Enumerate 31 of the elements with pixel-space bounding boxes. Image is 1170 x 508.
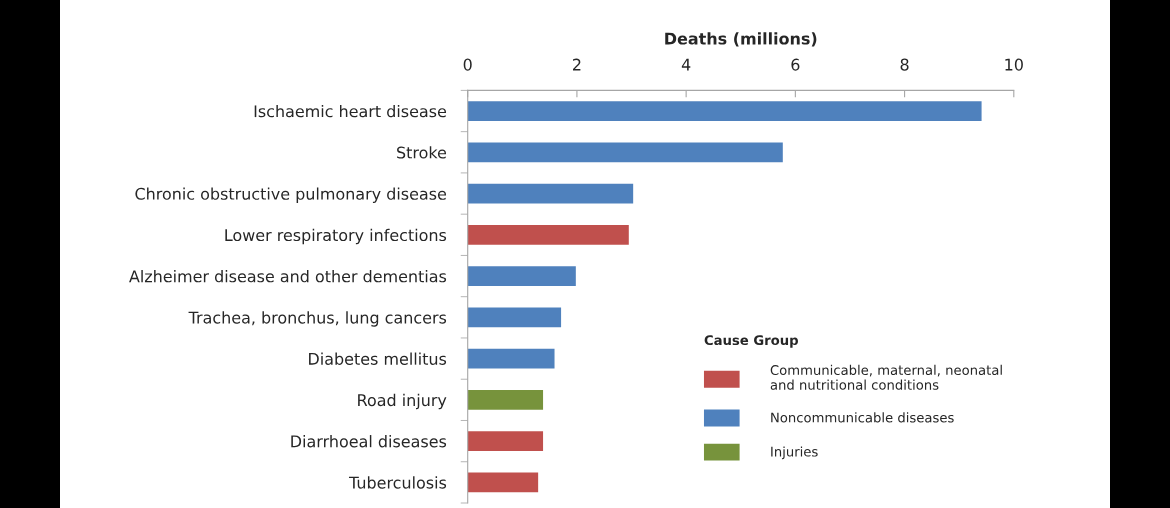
bar (467, 101, 982, 121)
y-tick-label: Diabetes mellitus (309, 352, 447, 365)
x-tick-label: 10 (1005, 58, 1023, 71)
x-tick-label: 8 (900, 58, 909, 71)
legend-title: Cause Group (704, 335, 798, 348)
y-tick-label: Stroke (397, 146, 447, 159)
bar (467, 224, 629, 245)
bar (467, 348, 555, 369)
bar (467, 472, 539, 493)
x-tick-label: 0 (463, 58, 472, 71)
bar (467, 307, 562, 328)
bar (467, 431, 544, 452)
y-tick-label: Ischaemic heart disease (254, 104, 447, 118)
bar (467, 183, 634, 204)
x-tick-label: 6 (791, 58, 800, 71)
x-tick-label: 2 (573, 58, 581, 71)
y-tick-label: Tuberculosis (348, 476, 447, 489)
y-tick-label: Lower respiratory infections (225, 228, 447, 245)
y-tick-label: Diarrhoeal diseases (291, 435, 447, 448)
legend-label: Injuries (771, 446, 818, 460)
legend-label: Communicable, maternal, neonatal and nutritional conditions (770, 364, 1002, 390)
y-tick-label: Road injury (358, 393, 447, 410)
bar (467, 389, 544, 410)
bar (467, 266, 576, 286)
y-tick-label: Chronic obstructive pulmonary disease (135, 187, 447, 203)
legend-label: Noncommunicable diseases (771, 412, 954, 423)
y-tick-label: Alzheimer disease and other dementias (129, 270, 447, 283)
x-axis-title: Deaths (millions) (665, 32, 817, 47)
bar (467, 142, 783, 163)
x-tick-label: 4 (681, 58, 691, 71)
y-tick-label: Trachea, bronchus, lung cancers (188, 311, 447, 327)
